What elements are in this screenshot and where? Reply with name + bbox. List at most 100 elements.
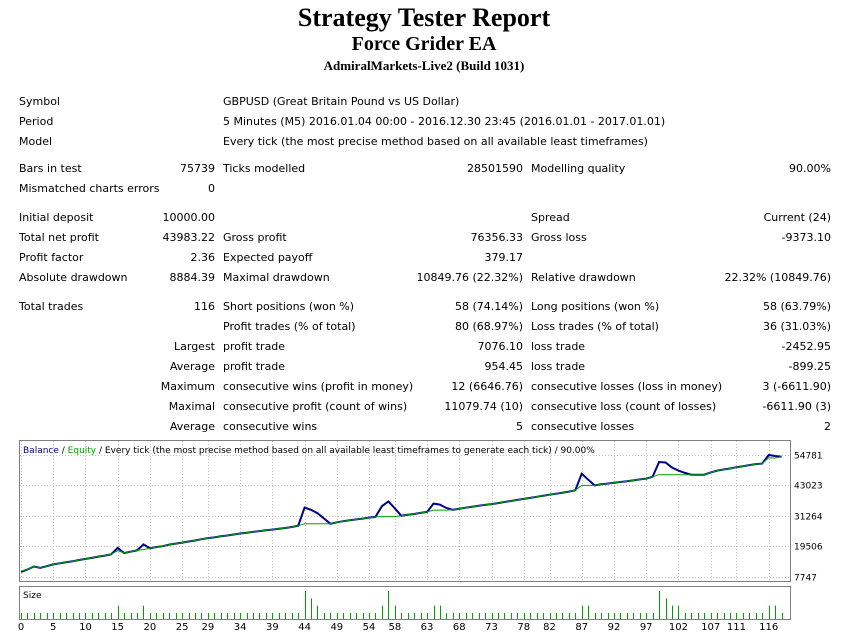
total-trades-label: Total trades: [19, 300, 84, 313]
x-tick-label: 15: [111, 622, 125, 633]
legend-separator: /: [59, 446, 68, 456]
chart-legend: Balance / Equity / Every tick (the most …: [23, 446, 595, 456]
maximum-label: Maximum: [160, 380, 215, 393]
volume-label: Size: [23, 591, 42, 601]
x-tick-label: 44: [298, 622, 311, 633]
deposit-value: 10000.00: [162, 211, 216, 224]
y-tick-label: 7747: [794, 574, 817, 584]
balance-chart: 54781 43023 31264 19506 7747 Balance / Equit…: [19, 440, 826, 620]
relative-drawdown-label: Relative drawdown: [531, 271, 636, 284]
period-label: Period: [19, 115, 54, 128]
maximal-drawdown-label: Maximal drawdown: [223, 271, 330, 284]
absolute-drawdown-value: 8884.39: [169, 271, 216, 284]
deposit-label: Initial deposit: [19, 211, 94, 224]
average-loss-label: loss trade: [531, 360, 586, 373]
net-profit-value: 43983.22: [162, 231, 216, 244]
quality-value: 90.00%: [789, 162, 831, 175]
gross-profit-value: 76356.33: [470, 231, 524, 244]
legend-description: / Every tick (the most precise method ba…: [96, 446, 595, 456]
x-tick-label: 87: [575, 622, 589, 633]
x-tick-label: 78: [517, 622, 531, 633]
net-profit-label: Total net profit: [19, 231, 99, 244]
chart-plot-frame: [19, 440, 791, 582]
maximal-consecutive-loss-label: consecutive loss (count of losses): [531, 400, 717, 413]
x-tick-label: 34: [233, 622, 247, 633]
average-profit-label: profit trade: [223, 360, 286, 373]
expected-payoff-label: Expected payoff: [223, 251, 313, 264]
ticks-value: 28501590: [467, 162, 523, 175]
long-positions-value: 58 (63.79%): [762, 300, 831, 313]
long-positions-label: Long positions (won %): [531, 300, 660, 313]
symbol-label: Symbol: [19, 95, 60, 108]
short-positions-value: 58 (74.14%): [454, 300, 523, 313]
x-tick-label: 39: [265, 622, 279, 633]
balance-line: [20, 456, 782, 572]
x-tick-label: 102: [668, 622, 688, 633]
largest-loss-label: loss trade: [531, 340, 586, 353]
profit-trades-value: 80 (68.97%): [454, 320, 523, 333]
mismatch-value: 0: [208, 182, 215, 195]
x-tick-label: 116: [759, 622, 779, 633]
gross-loss-value: -9373.10: [781, 231, 831, 244]
bars-label: Bars in test: [19, 162, 82, 175]
average-loss-value: -899.25: [788, 360, 831, 373]
x-tick-label: 10: [79, 622, 92, 633]
gross-loss-label: Gross loss: [531, 231, 587, 244]
maximal-consecutive-loss-value: -6611.90 (3): [762, 400, 831, 413]
max-consecutive-wins-value: 12 (6646.76): [451, 380, 523, 393]
x-tick-label: 49: [330, 622, 344, 633]
spread-label: Spread: [531, 211, 570, 224]
period-value: 5 Minutes (M5) 2016.01.04 00:00 - 2016.1…: [223, 115, 666, 128]
largest-loss-value: -2452.95: [781, 340, 831, 353]
expected-payoff-value: 379.17: [484, 251, 524, 264]
bars-value: 75739: [180, 162, 215, 175]
x-tick-label: 29: [201, 622, 215, 633]
loss-trades-label: Loss trades (% of total): [531, 320, 659, 333]
ea-name: Force Grider EA: [351, 33, 497, 55]
x-tick-label: 82: [543, 622, 556, 633]
legend-balance: Balance: [23, 446, 59, 456]
y-tick-label: 31264: [794, 513, 823, 523]
spread-value: Current (24): [763, 211, 831, 224]
x-tick-label: 20: [143, 622, 157, 633]
quality-label: Modelling quality: [531, 162, 626, 175]
avg-consecutive-wins-value: 5: [516, 420, 523, 433]
profit-factor-value: 2.36: [190, 251, 216, 264]
volume-plot-frame: [19, 586, 791, 620]
largest-profit-value: 7076.10: [477, 340, 524, 353]
x-tick-label: 25: [175, 622, 189, 633]
x-tick-label: 107: [701, 622, 721, 633]
average-label: Average: [169, 360, 215, 373]
report-title: Strategy Tester Report: [297, 3, 551, 32]
largest-profit-label: profit trade: [223, 340, 286, 353]
loss-trades-value: 36 (31.03%): [762, 320, 831, 333]
total-trades-value: 116: [194, 300, 215, 313]
x-tick-label: 111: [726, 622, 746, 633]
x-tick-label: 97: [639, 622, 653, 633]
y-tick-label: 19506: [794, 543, 823, 553]
y-tick-label: 54781: [794, 452, 823, 462]
relative-drawdown-value: 22.32% (10849.76): [724, 271, 831, 284]
model-value: Every tick (the most precise method base…: [223, 135, 648, 148]
avg-consecutive-losses-label: consecutive losses: [531, 420, 635, 433]
profit-factor-label: Profit factor: [19, 251, 84, 264]
maximal-consecutive-profit-value: 11079.74 (10): [444, 400, 523, 413]
model-label: Model: [19, 135, 53, 148]
x-tick-label: 0: [17, 622, 25, 633]
x-tick-label: 58: [388, 622, 402, 633]
average2-label: Average: [169, 420, 215, 433]
max-consecutive-wins-label: consecutive wins (profit in money): [223, 380, 414, 393]
maximal-label: Maximal: [168, 400, 215, 413]
x-tick-label: 63: [420, 622, 434, 633]
largest-label: Largest: [174, 340, 215, 353]
x-axis-ticks: 0 5 10 15 20 25 29 34 39 44 49 54 58 63 68 73 78 82 87 92 97…: [18, 622, 819, 636]
x-tick-label: 68: [452, 622, 466, 633]
server-build: AdmiralMarkets-Live2 (Build 1031): [323, 58, 525, 73]
max-consecutive-losses-value: 3 (-6611.90): [762, 380, 831, 393]
x-tick-label: 92: [607, 622, 621, 633]
maximal-drawdown-value: 10849.76 (22.32%): [416, 271, 523, 284]
avg-consecutive-losses-value: 2: [824, 420, 831, 433]
ticks-label: Ticks modelled: [223, 162, 306, 175]
profit-trades-label: Profit trades (% of total): [223, 320, 356, 333]
short-positions-label: Short positions (won %): [223, 300, 355, 313]
